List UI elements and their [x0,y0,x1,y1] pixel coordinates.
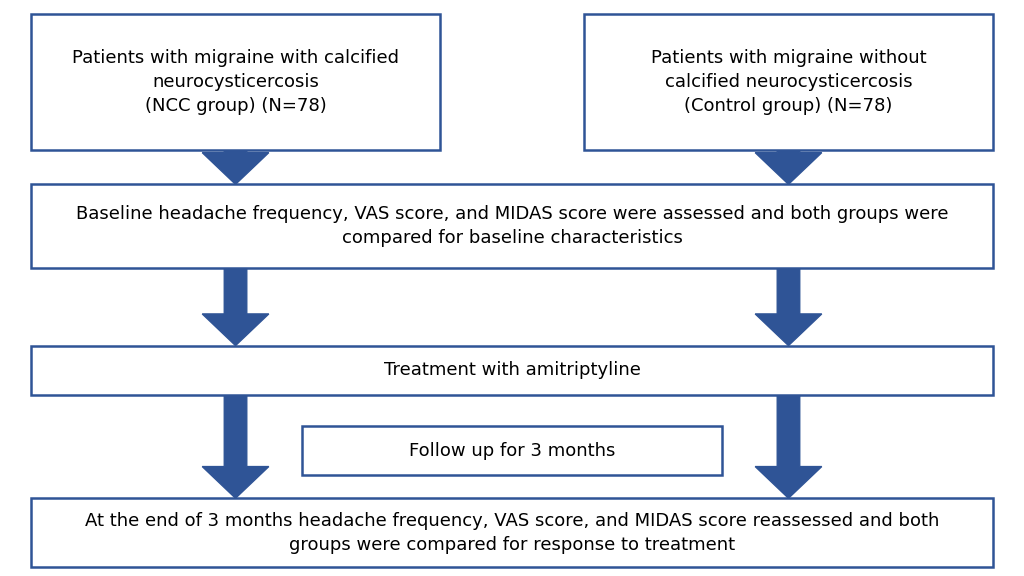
FancyBboxPatch shape [31,184,993,268]
Text: At the end of 3 months headache frequency, VAS score, and MIDAS score reassessed: At the end of 3 months headache frequenc… [85,512,939,554]
Text: Patients with migraine with calcified
neurocysticercosis
(NCC group) (N=78): Patients with migraine with calcified ne… [72,50,399,115]
FancyArrow shape [756,150,821,184]
FancyArrow shape [756,268,821,346]
Text: Baseline headache frequency, VAS score, and MIDAS score were assessed and both g: Baseline headache frequency, VAS score, … [76,205,948,247]
FancyBboxPatch shape [584,14,993,150]
FancyArrow shape [203,268,268,346]
FancyArrow shape [203,395,268,498]
Text: Treatment with amitriptyline: Treatment with amitriptyline [384,361,640,379]
FancyBboxPatch shape [31,498,993,567]
Text: Follow up for 3 months: Follow up for 3 months [409,442,615,460]
FancyBboxPatch shape [302,426,722,475]
FancyBboxPatch shape [31,346,993,395]
FancyArrow shape [756,395,821,498]
Text: Patients with migraine without
calcified neurocysticercosis
(Control group) (N=7: Patients with migraine without calcified… [650,50,927,115]
FancyArrow shape [203,150,268,184]
FancyBboxPatch shape [31,14,440,150]
